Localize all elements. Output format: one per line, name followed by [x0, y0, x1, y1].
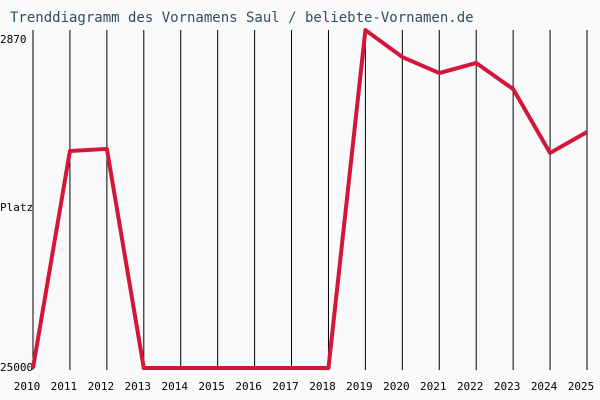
- x-tick-label: 2020: [383, 380, 410, 393]
- x-tick-label: 2016: [235, 380, 262, 393]
- x-tick-label: 2025: [568, 380, 595, 393]
- x-tick-label: 2024: [531, 380, 558, 393]
- x-tick-label: 2011: [51, 380, 78, 393]
- x-tick-label: 2022: [457, 380, 484, 393]
- x-tick-label: 2012: [88, 380, 115, 393]
- x-tick-label: 2018: [309, 380, 336, 393]
- chart-title: Trenddiagramm des Vornamens Saul / belie…: [10, 10, 474, 26]
- x-tick-label: 2021: [420, 380, 447, 393]
- x-tick-label: 2010: [14, 380, 41, 393]
- x-tick-label: 2023: [494, 380, 521, 393]
- x-tick-label: 2014: [161, 380, 188, 393]
- x-tick-label: 2017: [272, 380, 299, 393]
- x-tick-label: 2013: [125, 380, 152, 393]
- x-tick-label: 2015: [198, 380, 225, 393]
- y-tick-label: 2870: [0, 33, 27, 46]
- y-tick-label: 25000: [0, 361, 33, 374]
- y-axis-label: Platz: [0, 201, 33, 214]
- x-tick-label: 2019: [346, 380, 373, 393]
- data-line: [31, 28, 588, 370]
